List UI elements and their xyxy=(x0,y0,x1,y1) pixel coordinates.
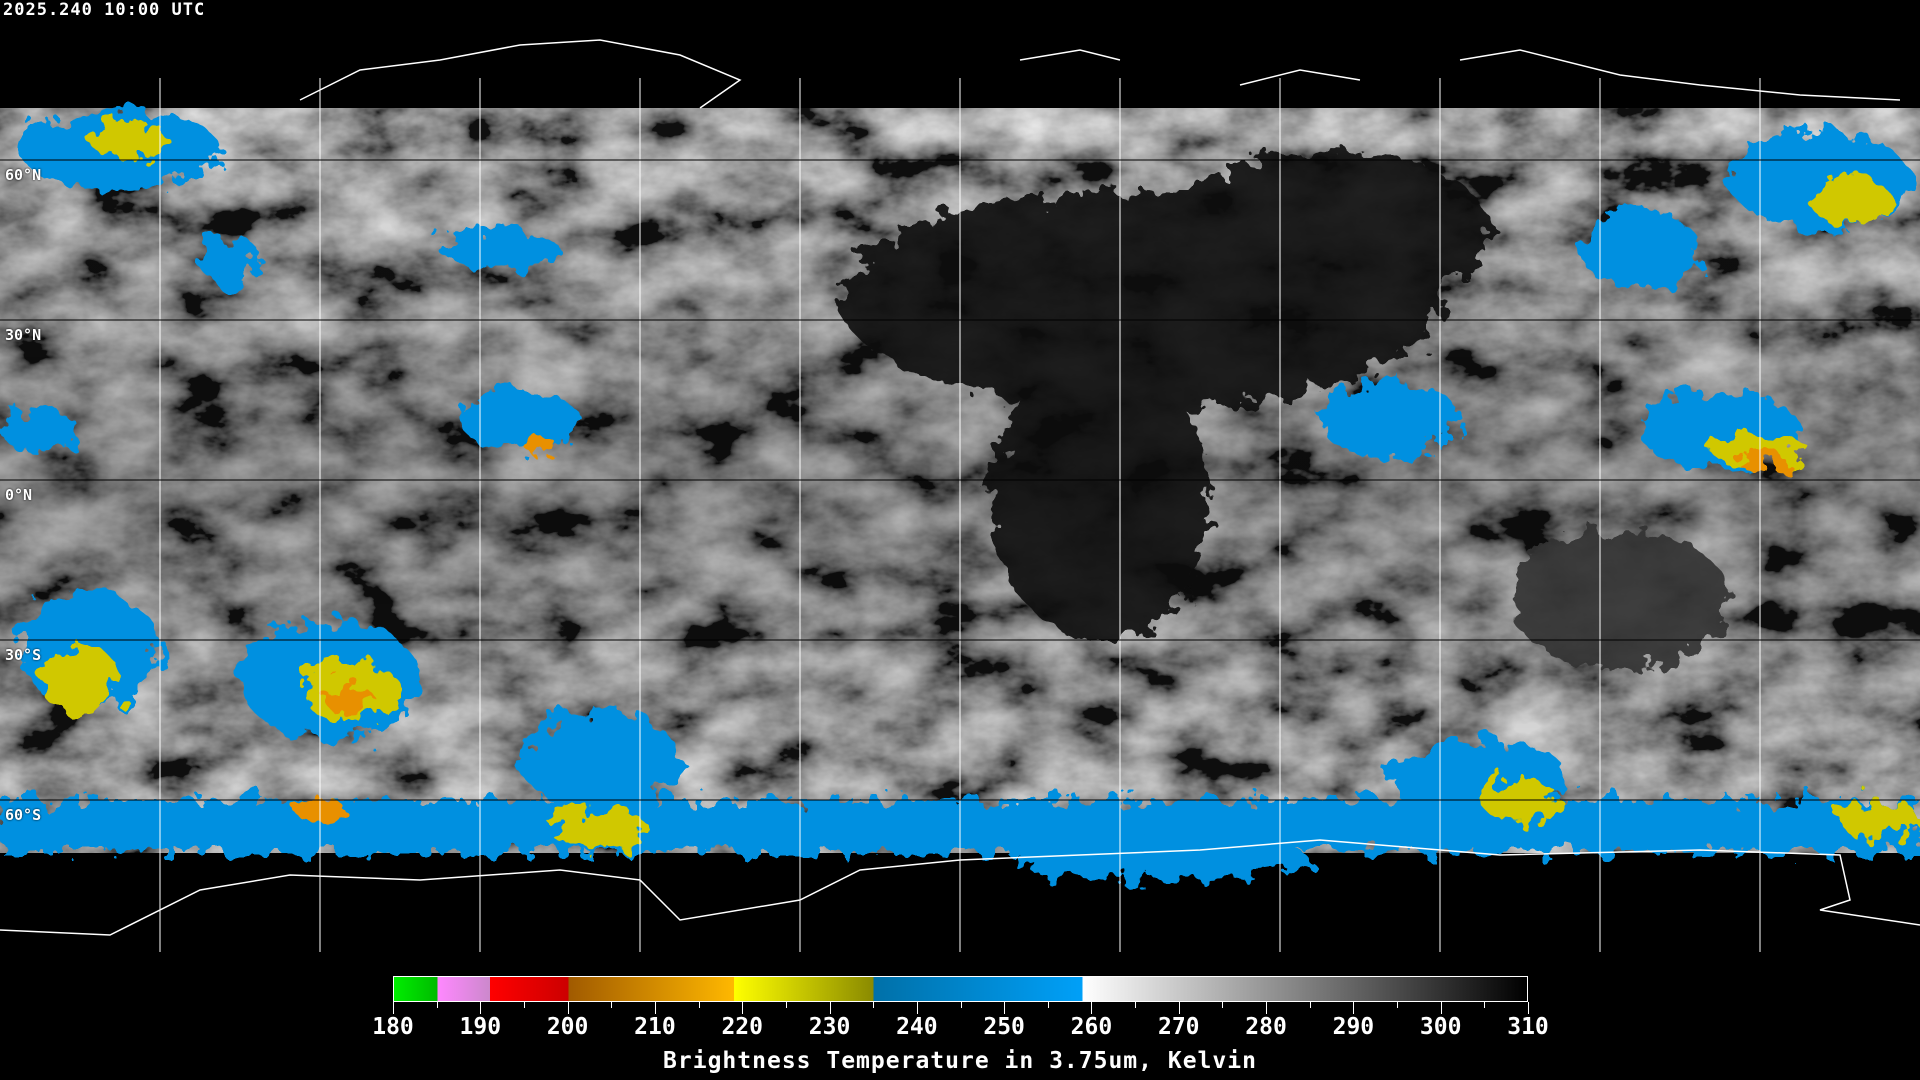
colorbar-tick-mark xyxy=(654,1002,656,1014)
colorbar-tick-mark xyxy=(480,1002,482,1014)
colorbar-tick-label: 250 xyxy=(983,1014,1025,1040)
colorbar-tick-mark xyxy=(1222,1002,1224,1008)
graticule xyxy=(0,78,1920,952)
colorbar-tick-mark xyxy=(916,1002,918,1014)
colorbar-tick-mark xyxy=(567,1002,569,1014)
colorbar-tick-mark xyxy=(1004,1002,1006,1014)
lat-label-30n: 30°N xyxy=(5,326,42,344)
colorbar-tick-label: 280 xyxy=(1245,1014,1287,1040)
colorbar-tick-mark xyxy=(1397,1002,1399,1008)
colorbar xyxy=(393,976,1528,1002)
colorbar-tick-mark xyxy=(1528,1002,1529,1014)
colorbar-tick-mark xyxy=(1047,1002,1049,1008)
colorbar-tick-mark xyxy=(742,1002,744,1014)
colorbar-tick-label: 220 xyxy=(721,1014,763,1040)
colorbar-tick-label: 270 xyxy=(1157,1014,1200,1040)
colorbar-tick-mark xyxy=(873,1002,875,1008)
colorbar-tick-mark xyxy=(1135,1002,1137,1008)
coastlines xyxy=(0,39,1920,936)
colorbar-tick-mark xyxy=(785,1002,787,1008)
colorbar-tick-label: 230 xyxy=(808,1014,851,1040)
colorbar-tick-label: 210 xyxy=(634,1014,676,1040)
colorbar-tick-mark xyxy=(1178,1002,1180,1014)
colorbar-tick-mark xyxy=(1484,1002,1486,1008)
colorbar-tick-label: 300 xyxy=(1419,1014,1462,1040)
colorbar-tick-mark xyxy=(523,1002,525,1008)
satellite-map xyxy=(0,39,1920,952)
colorbar-tick-mark xyxy=(1309,1002,1311,1008)
lat-label-30s: 30°S xyxy=(5,646,42,664)
colorbar-tick-label: 180 xyxy=(372,1014,414,1040)
colorbar-tick-label: 260 xyxy=(1070,1014,1113,1040)
colorbar-tick-mark xyxy=(393,1002,394,1014)
lat-label-0n: 0°N xyxy=(5,486,33,504)
colorbar-tick-mark xyxy=(1440,1002,1442,1014)
colorbar-tick-mark xyxy=(960,1002,962,1008)
colorbar-tick-label: 190 xyxy=(459,1014,502,1040)
colorbar-tick-mark xyxy=(611,1002,613,1008)
colorbar-tick-label: 310 xyxy=(1507,1014,1549,1040)
timestamp: 2025.240 10:00 UTC xyxy=(3,0,206,20)
colorbar-tick-mark xyxy=(1091,1002,1093,1014)
lat-label-60n: 60°N xyxy=(5,166,42,184)
colorbar-title: Brightness Temperature in 3.75um, Kelvin xyxy=(663,1048,1257,1074)
lat-label-60s: 60°S xyxy=(5,806,42,824)
colorbar-tick-label: 200 xyxy=(546,1014,589,1040)
colorbar-tick-mark xyxy=(1266,1002,1268,1014)
colorbar-tick-mark xyxy=(436,1002,438,1008)
colorbar-tick-mark xyxy=(829,1002,831,1014)
colorbar-tick-mark xyxy=(1353,1002,1355,1014)
colorbar-tick-mark xyxy=(698,1002,700,1008)
colorbar-tick-label: 290 xyxy=(1332,1014,1375,1040)
colorbar-tick-label: 240 xyxy=(896,1014,938,1040)
